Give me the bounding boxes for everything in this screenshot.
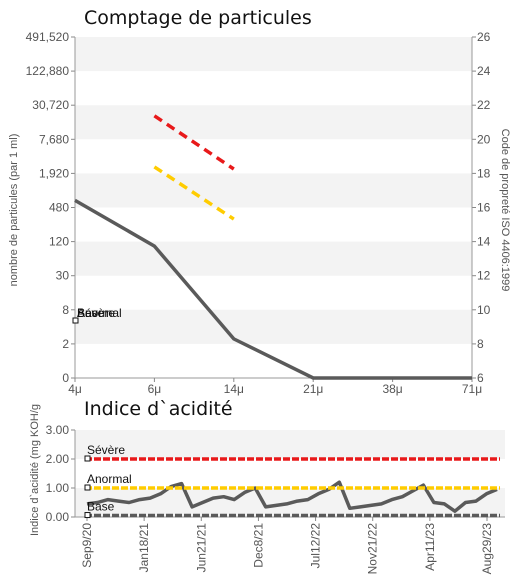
chart2-legend: Sévère Anormal Base [84, 443, 500, 519]
chart2-x-tick-label: Sep9/20 [80, 523, 94, 568]
chart1-y-tick-label: 1,920 [39, 166, 69, 180]
chart2-x-tick-label: Jun21/21 [194, 523, 208, 573]
chart1-y-right-tick-label: 26 [477, 30, 491, 44]
chart2-title: Indice d`acidité [84, 398, 233, 420]
chart1-y-tick-label: 491,520 [26, 30, 70, 44]
chart1-legend-label: Base [77, 306, 105, 320]
chart1-y-tick-label: 30,720 [32, 98, 69, 112]
chart1-y-right-axis-label: Code de propreté ISO 4406:1999 [499, 129, 511, 292]
chart2-y-tick-label: 3.00 [46, 423, 70, 437]
chart1-y-right-tick-label: 12 [477, 269, 491, 283]
chart1-y-right-tick-label: 20 [477, 132, 491, 146]
chart1-y-right-tick-label: 6 [477, 371, 484, 385]
chart1-x-tick-label: 4μ [68, 382, 82, 396]
chart1-grid-band [75, 105, 472, 140]
chart2-x-tick-label: Aug29/23 [480, 523, 494, 575]
chart2-threshold-marker [84, 512, 91, 519]
chart1-grid-band [75, 173, 472, 208]
chart2-x-tick-label: Jan18/21 [137, 523, 151, 573]
chart1-y-tick-label: 0 [62, 371, 69, 385]
chart1-y-right-tick-label: 14 [477, 235, 491, 249]
chart2-x-tick-label: Apr11/23 [423, 523, 437, 571]
chart1-legend-label: Sévère [77, 306, 115, 320]
chart1-grid-band [75, 37, 472, 72]
chart1-x-tick-label: 14μ [224, 382, 244, 396]
chart1-y-right-tick-label: 18 [477, 166, 491, 180]
chart2-threshold-marker [84, 455, 91, 462]
chart1-y-tick-label: 30 [56, 269, 70, 283]
chart2-series [86, 480, 498, 513]
chart2-y-tick-label: 2.00 [46, 452, 70, 466]
chart1-y-tick-label: 2 [62, 337, 69, 351]
chart2-y-tick-label: 1.00 [46, 481, 70, 495]
chart2-series-line [86, 480, 498, 513]
chart1-y-right-tick-label: 10 [477, 303, 491, 317]
chart2-y-tick-label: 0.00 [46, 510, 70, 524]
chart1-y-right-tick-label: 8 [477, 337, 484, 351]
chart2-x-tick-label: Nov21/22 [366, 523, 380, 575]
chart1-y-tick-label: 480 [49, 201, 69, 215]
chart2-y-axis-label: Indice d`acidité (mg KOH/g [29, 404, 41, 536]
chart1-grid-band [75, 241, 472, 276]
chart1-series-line-0 [74, 198, 472, 380]
chart1-grid [75, 37, 472, 344]
chart2-threshold-label: Sévère [87, 443, 125, 457]
chart1-y-tick-label: 122,880 [26, 64, 70, 78]
chart2-threshold-label: Anormal [87, 472, 132, 486]
chart1-axes: 491,520122,88030,7207,6801,9204801203082… [26, 30, 491, 396]
chart1-grid-band [75, 309, 472, 344]
chart2-threshold-marker [84, 484, 91, 491]
chart1-x-tick-label: 6μ [148, 382, 162, 396]
chart2-grid-band [75, 430, 505, 459]
chart1-x-tick-label: 71μ [462, 382, 482, 396]
chart1-series-line-1 [153, 114, 235, 171]
chart1-title: Comptage de particules [84, 7, 312, 29]
chart1-y-tick-label: 7,680 [39, 132, 69, 146]
chart2-x-tick-label: Jul12/22 [309, 523, 323, 569]
chart1-series [74, 114, 472, 380]
chart2-grid [75, 430, 505, 517]
chart1-y-axis-label: nombre de particules (par 1 ml) [8, 134, 20, 287]
chart1-y-tick-label: 120 [49, 235, 69, 249]
chart1-legend-marker [72, 317, 79, 324]
chart1-y-right-tick-label: 24 [477, 64, 491, 78]
chart1-y-right-tick-label: 22 [477, 98, 491, 112]
chart2-x-tick-label: Dec8/21 [251, 523, 265, 568]
chart2-threshold-label: Base [87, 500, 115, 514]
chart1-legend-label: Anormal [77, 306, 122, 320]
chart1-series-line-2 [153, 165, 235, 221]
chart1-y-right-tick-label: 16 [477, 201, 491, 215]
chart1-y-tick-label: 8 [62, 303, 69, 317]
chart1-x-tick-label: 21μ [303, 382, 323, 396]
chart2-axes: 3.00 2.00 1.00 0.00 Sep9/20 Jan18/21 Jun21/21 D… [46, 423, 505, 574]
chart1-x-tick-label: 38μ [382, 382, 402, 396]
